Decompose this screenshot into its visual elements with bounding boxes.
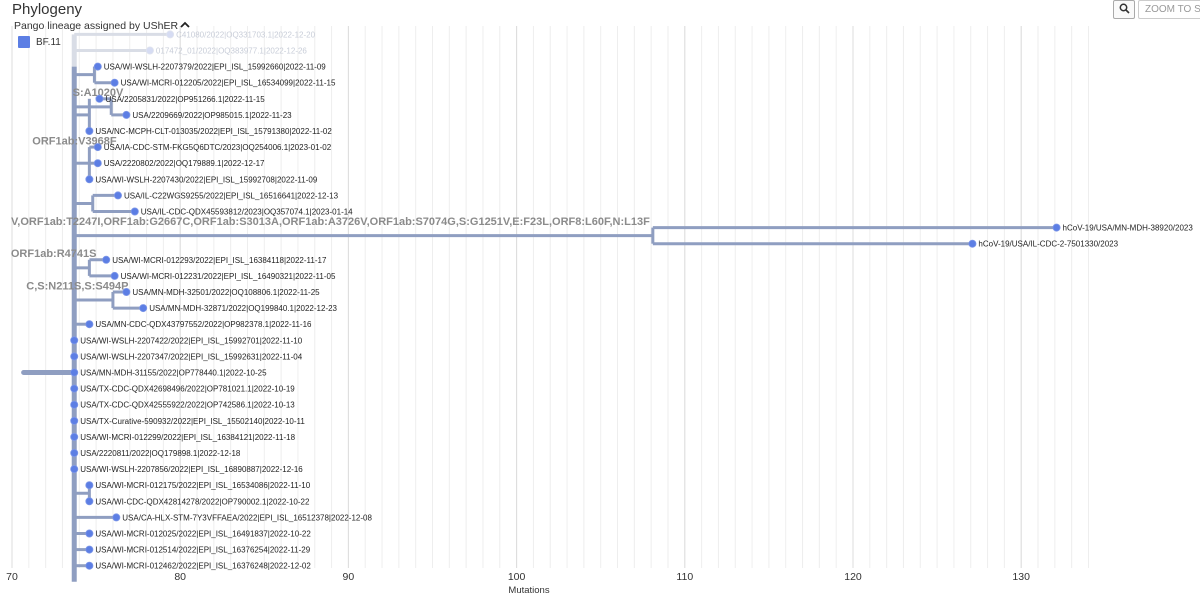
tip-node [85,320,94,329]
tip-label: USA/WI-MCRI-012231/2022|EPI_ISL_16490321… [121,272,336,281]
tip-node [145,46,154,55]
tip-node [122,287,131,296]
search-icon [1119,1,1130,19]
x-tick-label: 120 [844,571,862,583]
tip-node [70,448,79,457]
tip-label: USA/WI-MCRI-012293/2022|EPI_ISL_16384118… [112,256,327,265]
tip-label: C41080/2022|OQ331703.1|2022-12-20 [176,30,315,39]
branch-mutation-label: C,S:N211S,S:S494P [26,280,128,292]
tip-label: USA/MN-MDH-31155/2022|OP778440.1|2022-10… [80,369,267,378]
tip-node [85,545,94,554]
color-by-label: Pango lineage assigned by UShER [14,20,179,32]
tip-label: USA/WI-MCRI-012514/2022|EPI_ISL_16376254… [95,546,310,555]
tip-label: USA/MN-CDC-QDX43797552/2022|OP982378.1|2… [95,320,312,329]
tip-node [70,336,79,345]
tip-label: USA/WI-MCRI-012025/2022|EPI_ISL_16491837… [95,530,311,539]
x-tick-label: 110 [676,571,693,583]
tip-node [122,110,131,119]
tip-node [95,94,104,103]
tip-label: USA/2209669/2022|OP985015.1|2022-11-23 [132,111,292,120]
tip-node [85,175,94,184]
branch-mutation-label: S:A1020V [73,87,124,99]
tip-label: USA/NC-MCPH-CLT-013035/2022|EPI_ISL_1579… [95,127,332,136]
tip-label: 017472_01/2022|OQ383977.1|2022-12-26 [156,47,308,56]
tip-node [139,304,148,313]
tip-label: USA/WI-MCRI-012175/2022|EPI_ISL_16534086… [95,481,310,490]
tip-label: USA/WI-WSLH-2207347/2022|EPI_ISL_1599263… [80,352,302,361]
tip-node [93,143,102,152]
x-tick-label: 90 [343,571,355,583]
tip-label: USA/MN-MDH-32501/2022|OQ108806.1|2022-11… [132,288,320,297]
x-tick-label: 130 [1012,571,1030,583]
tip-node [85,481,94,490]
tip-node [70,384,79,393]
tip-node [70,465,79,474]
tip-node [110,78,119,87]
tip-label: USA/IA-CDC-STM-FKG5Q6DTC/2023|OQ254006.1… [104,143,332,152]
tip-node [85,497,94,506]
search-button[interactable] [1113,0,1135,19]
tip-node [113,191,122,200]
tip-node [110,271,119,280]
tip-label: USA/WI-MCRI-012299/2022|EPI_ISL_16384121… [80,433,295,442]
color-by-selector[interactable]: Pango lineage assigned by UShER [14,20,190,32]
zoom-to-selected-button[interactable]: ZOOM TO SELECTED [1138,0,1200,19]
tip-node [93,159,102,168]
tip-node [102,255,111,264]
tip-node [70,352,79,361]
tip-node [70,432,79,441]
x-tick-label: 80 [174,571,186,583]
tip-node [166,30,175,39]
legend-item[interactable]: BF.11 [18,36,61,48]
page-title: Phylogeny [12,1,83,18]
x-tick-label: 100 [508,571,526,583]
tip-node [70,416,79,425]
branch-mutation-label: ORF1ab:R4741S [11,248,97,260]
tip-label: USA/WI-WSLH-2207379/2022|EPI_ISL_1599266… [104,63,326,72]
x-tick-label: 70 [6,571,18,583]
tip-node [85,127,94,136]
tip-node [130,207,139,216]
tip-node [93,62,102,71]
tip-label: USA/WI-WSLH-2207856/2022|EPI_ISL_1689088… [80,465,303,474]
tip-node [112,513,121,522]
tip-label: USA/IL-C22WGS9255/2022|EPI_ISL_16516641|… [124,191,339,200]
tip-label: USA/TX-CDC-QDX42698496/2022|OP781021.1|2… [80,385,295,394]
tip-label: USA/WI-MCRI-012205/2022|EPI_ISL_16534099… [121,79,336,88]
tip-label: hCoV-19/USA/IL-CDC-2-7501330/2023 [978,240,1118,249]
tip-node [1052,223,1061,232]
tip-node [70,400,79,409]
tip-label: USA/2205831/2022|OP951266.1|2022-11-15 [105,95,265,104]
tip-label: USA/TX-CDC-QDX42555922/2022|OP742586.1|2… [80,401,295,410]
tip-label: hCoV-19/USA/MN-MDH-38920/2023 [1063,224,1194,233]
tip-label: USA/IL-CDC-QDX45593812/2023|OQ357074.1|2… [141,208,353,217]
x-axis-title: Mutations [508,585,549,596]
tip-label: USA/MN-MDH-32871/2022|OQ199840.1|2022-12… [149,304,337,313]
tip-label: USA/TX-Curative-590932/2022|EPI_ISL_1550… [80,417,305,426]
chevron-up-icon[interactable] [180,20,190,32]
tip-node [85,529,94,538]
tip-node [70,368,79,377]
tip-node [85,561,94,570]
tip-label: USA/WI-CDC-QDX42814278/2022|OP790002.1|2… [95,497,310,506]
tip-label: USA/2220802/2022|OQ179889.1|2022-12-17 [104,159,265,168]
branch-mutation-label: V,ORF1ab:T2247I,ORF1ab:G2667C,ORF1ab:S30… [11,216,650,228]
tip-label: USA/WI-MCRI-012462/2022|EPI_ISL_16376248… [95,562,311,571]
tip-label: USA/CA-HLX-STM-7Y3VFFAEA/2022|EPI_ISL_16… [122,513,372,522]
tip-node [968,239,977,248]
tip-label: USA/WI-WSLH-2207422/2022|EPI_ISL_1599270… [80,336,302,345]
tip-label: USA/2220811/2022|OQ179898.1|2022-12-18 [80,449,241,458]
legend-label: BF.11 [36,36,61,48]
legend-swatch [18,36,30,48]
tip-label: USA/WI-WSLH-2207430/2022|EPI_ISL_1599270… [95,175,317,184]
